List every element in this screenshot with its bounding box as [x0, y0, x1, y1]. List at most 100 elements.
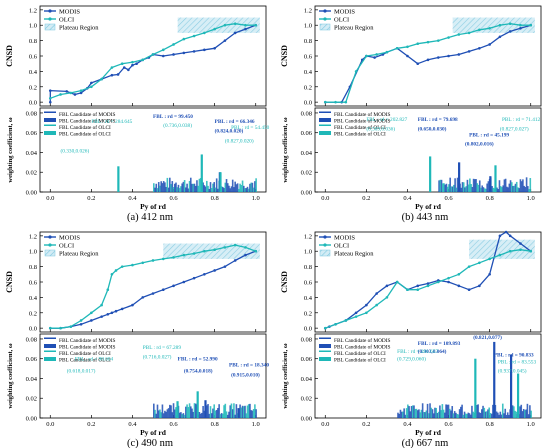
weight-bar	[454, 178, 456, 192]
series-point-modis	[488, 273, 491, 276]
series-point-olci	[436, 39, 440, 42]
weight-bar	[477, 184, 480, 192]
top-ytick-label: 0.4	[29, 295, 38, 302]
bottom-ytick-label: 0.08	[26, 336, 37, 343]
series-point-olci	[254, 249, 258, 253]
weight-bar	[254, 181, 256, 192]
series-point-modis	[110, 73, 114, 77]
series-point-modis	[416, 284, 420, 288]
weight-bar	[445, 404, 447, 418]
weight-bar	[235, 184, 238, 192]
bar-annotation: PBL : rd = 71.412	[502, 117, 541, 123]
weight-bar	[414, 408, 417, 418]
weight-bar	[416, 410, 419, 418]
panel-caption: (c) 490 nm	[127, 438, 173, 448]
series-point-olci	[323, 100, 327, 104]
series-point-olci	[426, 40, 430, 44]
series-point-modis	[233, 31, 237, 35]
weight-bar	[213, 404, 216, 418]
weight-bar	[229, 188, 232, 192]
weight-bar	[186, 404, 188, 418]
weight-bar	[181, 414, 183, 418]
weight-bar	[496, 187, 498, 192]
xtick-label: 0.2	[362, 195, 370, 202]
plateau-region	[177, 17, 260, 33]
weight-bar	[244, 188, 246, 192]
series-point-modis	[467, 288, 471, 291]
series-point-olci	[436, 280, 440, 284]
series-point-modis	[141, 296, 145, 299]
weight-bar	[470, 184, 472, 192]
bottom-ytick-label: 0.00	[26, 190, 37, 197]
series-point-olci	[233, 243, 237, 247]
top-ytick-label: 1.0	[29, 249, 37, 256]
weight-bar	[214, 187, 217, 192]
weight-bar	[159, 185, 161, 192]
top-ytick-label: 0.6	[304, 280, 313, 287]
series-point-olci	[508, 22, 512, 25]
weight-bar	[210, 187, 213, 192]
xtick-label: 0.4	[403, 421, 412, 428]
legend-bottom-swatch-2	[319, 124, 331, 126]
candidate-bar	[489, 176, 492, 192]
weight-bar	[501, 187, 503, 192]
weight-bar	[445, 183, 448, 192]
series-point-modis	[131, 303, 134, 307]
weight-bar	[462, 182, 465, 192]
weight-bar	[504, 178, 507, 192]
series-point-olci	[106, 288, 110, 291]
series-point-modis	[416, 62, 420, 65]
candidate-bar	[493, 341, 496, 418]
bottom-ytick-label: 0.02	[301, 170, 312, 177]
weight-bar	[436, 413, 439, 418]
weight-bar	[223, 188, 225, 192]
xtick-label: 0.2	[87, 421, 95, 428]
weight-bar	[447, 404, 450, 418]
weight-bar	[192, 411, 195, 418]
xtick-label: 0.0	[46, 421, 54, 428]
series-point-modis	[65, 90, 69, 93]
series-point-olci	[457, 273, 461, 276]
xtick-label: 0.6	[444, 421, 453, 428]
series-point-olci	[395, 47, 399, 50]
weight-bar	[157, 182, 160, 192]
top-ytick-label: 0.6	[304, 54, 313, 61]
weight-bar	[398, 413, 401, 418]
series-point-olci	[478, 261, 481, 265]
weight-bar	[512, 186, 514, 192]
weight-bar	[419, 412, 421, 418]
weight-bar	[522, 179, 524, 192]
weight-bar	[504, 408, 507, 418]
top-ytick-label: 1.2	[304, 233, 312, 240]
weight-bar	[404, 414, 407, 418]
series-point-olci	[69, 325, 73, 328]
weight-bar	[471, 405, 473, 418]
weight-bar	[423, 412, 425, 418]
bottom-ylabel: weighting coefficient, ω	[282, 343, 289, 408]
legend-bottom-label: FBL Candidate of OLCI	[334, 350, 386, 357]
weight-bar	[451, 186, 454, 192]
legend-bottom-label: PBL Candidate of OLCI	[59, 357, 111, 364]
weight-bar	[183, 414, 186, 418]
top-ytick-label: 0.0	[304, 100, 312, 107]
weight-bar	[407, 404, 409, 418]
weight-bar	[497, 412, 499, 418]
weight-bar	[517, 187, 519, 192]
weight-bar	[185, 406, 187, 418]
legend-top-label: Plateau Region	[59, 251, 99, 258]
weight-bar	[177, 184, 180, 192]
weight-bar	[502, 185, 504, 192]
weight-bar	[451, 406, 454, 418]
weight-bar	[193, 403, 196, 418]
weight-bar	[529, 178, 532, 192]
weight-bar	[443, 183, 445, 192]
weight-bar	[160, 181, 162, 192]
weight-bar	[249, 403, 251, 418]
weight-bar	[462, 414, 465, 418]
legend-bottom-label: FBL Candidate of OLCI	[334, 124, 386, 131]
weight-bar	[453, 411, 456, 418]
bar-annotation: (0.716,0.027)	[143, 354, 172, 361]
weight-bar	[529, 405, 531, 418]
series-point-olci	[354, 70, 358, 73]
series-point-olci	[406, 288, 409, 291]
